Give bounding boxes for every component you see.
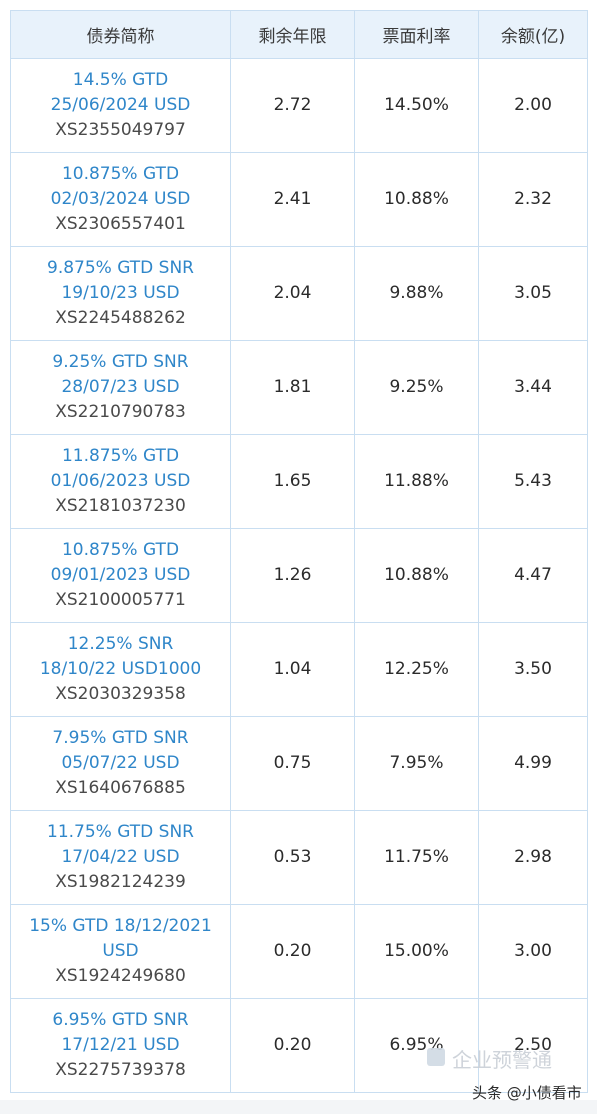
bond-name-line1: 15% GTD 18/12/2021 — [29, 916, 212, 936]
table-row: 11.75% GTD SNR 17/04/22 USD XS1982124239 0.… — [10, 810, 588, 905]
bond-name-cell: 7.95% GTD SNR 05/07/22 USD XS1640676885 — [10, 716, 231, 811]
table-header-row: 债券简称 剩余年限 票面利率 余额(亿) — [10, 10, 588, 59]
bond-name-cell: 10.875% GTD 09/01/2023 USD XS2100005771 — [10, 528, 231, 623]
bond-name-line1: 9.25% GTD SNR — [52, 352, 189, 372]
header-remaining-years: 剩余年限 — [230, 10, 355, 59]
bond-name-cell: 11.75% GTD SNR 17/04/22 USD XS1982124239 — [10, 810, 231, 905]
bond-name-line2: 09/01/2023 USD — [50, 565, 191, 585]
bond-name-line2: 28/07/23 USD — [61, 377, 180, 397]
bond-name-line1: 11.875% GTD — [61, 446, 180, 466]
coupon-rate-cell: 15.00% — [354, 904, 479, 999]
header-balance: 余额(亿) — [478, 10, 588, 59]
header-bond-name: 债券简称 — [10, 10, 231, 59]
table-row: 12.25% SNR 18/10/22 USD1000 XS2030329358 1.… — [10, 622, 588, 717]
coupon-rate-cell: 12.25% — [354, 622, 479, 717]
bottom-band — [0, 1100, 597, 1114]
remaining-years-cell: 2.04 — [230, 246, 355, 341]
bond-name-line2: 19/10/23 USD — [61, 283, 180, 303]
balance-cell: 3.50 — [478, 622, 588, 717]
balance-cell: 5.43 — [478, 434, 588, 529]
bond-isin: XS2100005771 — [55, 590, 186, 610]
balance-cell: 4.99 — [478, 716, 588, 811]
bond-name-cell: 9.25% GTD SNR 28/07/23 USD XS2210790783 — [10, 340, 231, 435]
table-row: 7.95% GTD SNR 05/07/22 USD XS1640676885 0.7… — [10, 716, 588, 811]
bond-isin: XS2210790783 — [55, 402, 186, 422]
balance-cell: 3.00 — [478, 904, 588, 999]
table-row: 15% GTD 18/12/2021 USD XS1924249680 0.20 15.… — [10, 904, 588, 999]
coupon-rate-cell: 11.88% — [354, 434, 479, 529]
bond-name-cell: 11.875% GTD 01/06/2023 USD XS2181037230 — [10, 434, 231, 529]
bond-name-line1: 10.875% GTD — [61, 540, 180, 560]
bond-name-line2: 05/07/22 USD — [61, 753, 180, 773]
bond-name-line1: 12.25% SNR — [67, 634, 174, 654]
watermark-logo-icon — [427, 1048, 445, 1066]
coupon-rate-cell: 11.75% — [354, 810, 479, 905]
table-row: 9.875% GTD SNR 19/10/23 USD XS2245488262 2.… — [10, 246, 588, 341]
remaining-years-cell: 1.26 — [230, 528, 355, 623]
remaining-years-cell: 2.72 — [230, 58, 355, 153]
watermark-credit: 头条 @小债看市 — [472, 1082, 582, 1103]
bond-name-line2: 18/10/22 USD1000 — [39, 659, 202, 679]
table-row: 6.95% GTD SNR 17/12/21 USD XS2275739378 0.2… — [10, 998, 588, 1093]
remaining-years-cell: 0.75 — [230, 716, 355, 811]
remaining-years-cell: 2.41 — [230, 152, 355, 247]
bond-isin: XS2306557401 — [55, 214, 186, 234]
bond-name-line1: 6.95% GTD SNR — [52, 1010, 189, 1030]
balance-cell: 4.47 — [478, 528, 588, 623]
bond-isin: XS2181037230 — [55, 496, 186, 516]
coupon-rate-cell: 10.88% — [354, 528, 479, 623]
bond-name-line1: 14.5% GTD — [72, 70, 169, 90]
bond-name-line1: 7.95% GTD SNR — [52, 728, 189, 748]
header-coupon-rate: 票面利率 — [354, 10, 479, 59]
bond-name-line2: 25/06/2024 USD — [50, 95, 191, 115]
bond-name-line2: 02/03/2024 USD — [50, 189, 191, 209]
table-row: 10.875% GTD 02/03/2024 USD XS2306557401 2.4… — [10, 152, 588, 247]
balance-cell: 2.50 — [478, 998, 588, 1093]
bond-name-cell: 12.25% SNR 18/10/22 USD1000 XS2030329358 — [10, 622, 231, 717]
balance-cell: 3.05 — [478, 246, 588, 341]
bond-isin: XS1982124239 — [55, 872, 186, 892]
remaining-years-cell: 1.81 — [230, 340, 355, 435]
coupon-rate-cell: 9.88% — [354, 246, 479, 341]
bond-name-cell: 15% GTD 18/12/2021 USD XS1924249680 — [10, 904, 231, 999]
bond-name-cell: 6.95% GTD SNR 17/12/21 USD XS2275739378 — [10, 998, 231, 1093]
coupon-rate-cell: 14.50% — [354, 58, 479, 153]
remaining-years-cell: 0.20 — [230, 998, 355, 1093]
watermark-brand: 企业预警通 — [452, 1048, 552, 1072]
credit-text: 头条 @小债看市 — [472, 1084, 582, 1102]
bond-name-line1: 11.75% GTD SNR — [47, 822, 194, 842]
bond-name-line2: 17/12/21 USD — [61, 1035, 180, 1055]
bond-name-line2: USD — [102, 941, 139, 961]
remaining-years-cell: 0.20 — [230, 904, 355, 999]
bond-isin: XS2030329358 — [55, 684, 186, 704]
balance-cell: 2.00 — [478, 58, 588, 153]
table-row: 9.25% GTD SNR 28/07/23 USD XS2210790783 1.8… — [10, 340, 588, 435]
coupon-rate-cell: 9.25% — [354, 340, 479, 435]
table-row: 11.875% GTD 01/06/2023 USD XS2181037230 1.6… — [10, 434, 588, 529]
bond-isin: XS1640676885 — [55, 778, 186, 798]
remaining-years-cell: 1.65 — [230, 434, 355, 529]
bond-name-line1: 10.875% GTD — [61, 164, 180, 184]
bond-name-cell: 9.875% GTD SNR 19/10/23 USD XS2245488262 — [10, 246, 231, 341]
balance-cell: 2.32 — [478, 152, 588, 247]
bond-isin: XS2275739378 — [55, 1060, 186, 1080]
balance-cell: 2.98 — [478, 810, 588, 905]
bond-isin: XS2245488262 — [55, 308, 186, 328]
bond-name-cell: 10.875% GTD 02/03/2024 USD XS2306557401 — [10, 152, 231, 247]
bond-name-line1: 9.875% GTD SNR — [47, 258, 194, 278]
bond-isin: XS1924249680 — [55, 966, 186, 986]
table-row: 14.5% GTD 25/06/2024 USD XS2355049797 2.72 1… — [10, 58, 588, 153]
bond-name-line2: 17/04/22 USD — [61, 847, 180, 867]
coupon-rate-cell: 7.95% — [354, 716, 479, 811]
remaining-years-cell: 1.04 — [230, 622, 355, 717]
bond-name-line2: 01/06/2023 USD — [50, 471, 191, 491]
bond-name-cell: 14.5% GTD 25/06/2024 USD XS2355049797 — [10, 58, 231, 153]
bond-table: 债券简称 剩余年限 票面利率 余额(亿) 14.5% GTD 25/06/2024… — [10, 10, 588, 1093]
balance-cell: 3.44 — [478, 340, 588, 435]
bond-isin: XS2355049797 — [55, 120, 186, 140]
table-row: 10.875% GTD 09/01/2023 USD XS2100005771 1.2… — [10, 528, 588, 623]
remaining-years-cell: 0.53 — [230, 810, 355, 905]
coupon-rate-cell: 10.88% — [354, 152, 479, 247]
